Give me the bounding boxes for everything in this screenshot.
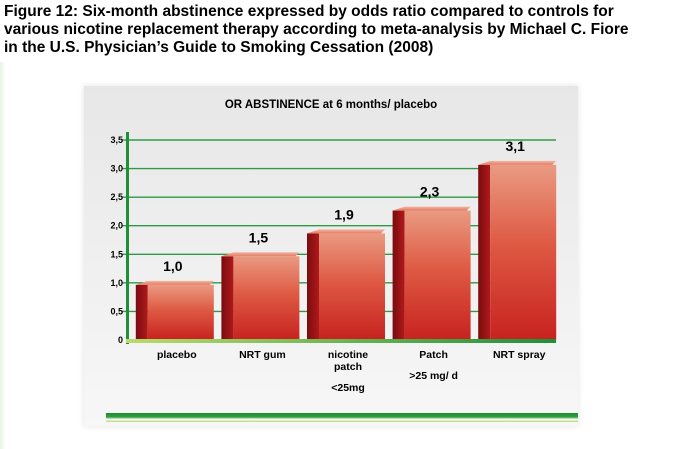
y-tick-label: 3,5 (110, 135, 123, 145)
bar-value-label: 1,5 (249, 229, 269, 245)
axes (126, 132, 556, 344)
y-tick-label: 0 (118, 335, 123, 345)
bar-value-label: 2,3 (420, 184, 440, 200)
x-category-label: patch (334, 361, 362, 373)
x-category-label: placebo (157, 349, 197, 361)
x-category-label: nicotine (328, 349, 368, 361)
bar-top (392, 206, 471, 211)
bar-side (478, 164, 491, 340)
figure-title: Figure 12: Six-month abstinence expresse… (4, 3, 670, 57)
bar (147, 284, 214, 340)
y-axis-line (126, 132, 129, 344)
x-category-label: Patch (419, 349, 448, 361)
y-tick-label: 1,0 (110, 278, 123, 288)
bar-value-label: 1,9 (334, 206, 354, 222)
bar-top (307, 229, 385, 234)
x-category-label: NRT gum (239, 349, 286, 361)
bar (490, 164, 557, 340)
figure-title-line-2: various nicotine replacement therapy acc… (4, 21, 629, 38)
bar-side (135, 284, 148, 340)
y-tick-label: 2,0 (110, 221, 123, 231)
chart-panel: OR ABSTINENCE at 6 months/ placebo 0 0,5 1… (84, 86, 578, 426)
bar-side (221, 256, 234, 340)
x-axis-line (126, 339, 556, 343)
decorative-base-band (106, 413, 578, 422)
bar-top (221, 252, 300, 257)
bar-side (392, 210, 405, 340)
x-category-label: <25mg (331, 382, 365, 394)
bar-top (478, 160, 557, 165)
bar-chart: OR ABSTINENCE at 6 months/ placebo 0 0,5 1… (106, 99, 578, 422)
x-category-label: >25 mg/ d (409, 370, 458, 382)
y-tick-label: 2,5 (110, 192, 123, 202)
figure-title-line-3: in the U.S. Physician’s Guide to Smoking… (4, 39, 434, 56)
x-category-label: NRT spray (493, 349, 546, 361)
bar-value-labels: 1,0 1,5 1,9 2,3 3,1 (163, 138, 525, 274)
decorative-left-stripe (0, 62, 6, 449)
y-tick-label: 3,0 (110, 164, 123, 174)
bar (233, 256, 300, 340)
figure-title-line-1: Figure 12: Six-month abstinence expresse… (4, 3, 614, 20)
y-tick-label: 0,5 (110, 306, 123, 316)
y-axis-tick-labels: 0 0,5 1,0 1,5 2,0 2,5 3,0 3,5 (110, 135, 123, 345)
chart-title: OR ABSTINENCE at 6 months/ placebo (225, 99, 437, 111)
bar (319, 233, 385, 340)
y-tick-label: 1,5 (110, 249, 123, 259)
bar-value-label: 3,1 (505, 138, 525, 154)
bar-top (135, 280, 214, 285)
bar-side (307, 233, 319, 340)
bar (404, 210, 471, 340)
bars (135, 160, 557, 340)
bar-value-label: 1,0 (163, 258, 183, 274)
